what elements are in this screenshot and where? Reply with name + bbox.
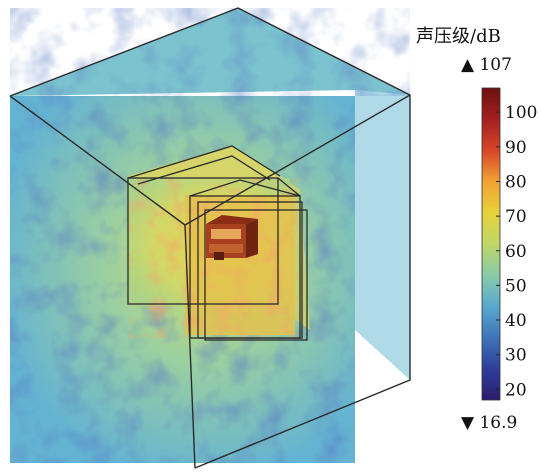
colorbar-tick-label: 40 [505,311,527,331]
color-legend: 声压级/dB ▲ 107 100 90 80 70 60 50 40 30 20 ▼ 16.9 [416,26,537,433]
colorbar-tick-label: 90 [505,138,527,158]
colorbar-ticks: 100 90 80 70 60 50 40 30 20 [496,103,537,400]
domain-wireframe [9,7,411,469]
legend-title: 声压级/dB [416,26,501,47]
colorbar-tick-label: 50 [505,276,527,296]
legend-max-label: ▲ 107 [461,55,512,75]
colorbar-tick-label: 60 [505,242,527,262]
colorbar-tick-label: 30 [505,346,527,366]
domain-top-face-noise [10,8,410,96]
colorbar-tick-label: 20 [505,380,527,400]
legend-min-label: ▼ 16.9 [461,413,517,433]
acoustic-domain-model [9,7,411,469]
colorbar [481,87,501,401]
colorbar-tick-label: 80 [505,172,527,192]
domain-back-right-face [355,90,410,380]
colorbar-tick-label: 70 [505,207,527,227]
sound-source [206,215,258,260]
enclosure-edges [127,145,308,341]
colorbar-tick-label: 100 [505,103,537,123]
